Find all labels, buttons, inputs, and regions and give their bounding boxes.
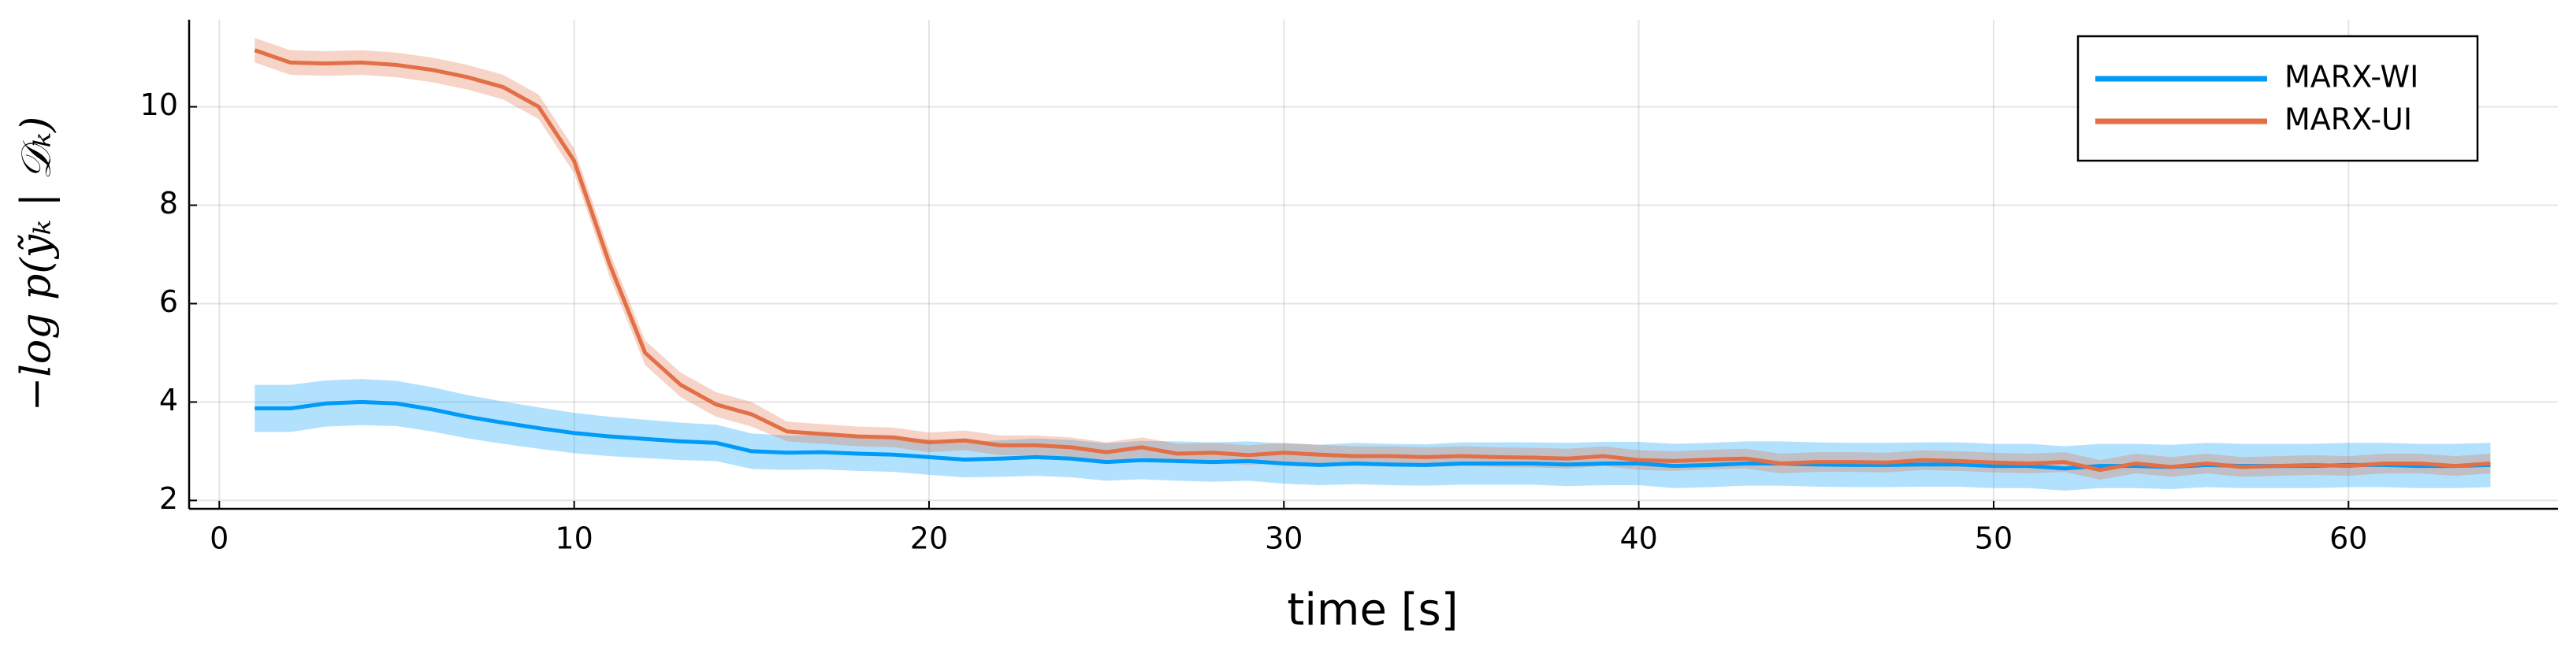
x-tick-label: 30 xyxy=(1265,521,1303,556)
y-tick-label: 4 xyxy=(159,383,178,417)
legend-label: MARX-UI xyxy=(2284,102,2412,137)
x-tick-label: 10 xyxy=(555,521,593,556)
x-tick-label: 40 xyxy=(1619,521,1657,556)
legend-box xyxy=(2076,35,2479,162)
x-tick-label: 50 xyxy=(1975,521,2013,556)
y-tick-label: 6 xyxy=(159,284,178,319)
x-tick-label: 20 xyxy=(910,521,948,556)
y-tick-label: 10 xyxy=(140,87,178,122)
y-tick-label: 2 xyxy=(159,481,178,516)
x-axis-label: time [s] xyxy=(1287,584,1458,636)
x-tick-label: 60 xyxy=(2329,521,2367,556)
y-tick-label: 8 xyxy=(159,186,178,221)
y-axis-label: −log p(ỹₖ | 𝒟ₖ) xyxy=(13,117,61,412)
series-line xyxy=(254,48,2491,473)
x-tick-label: 0 xyxy=(210,521,229,556)
legend-label: MARX-WI xyxy=(2284,60,2418,95)
